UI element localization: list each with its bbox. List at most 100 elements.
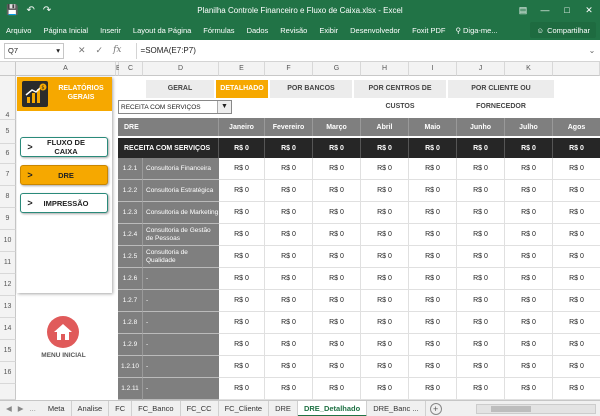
value-cell[interactable]: R$ 0 xyxy=(313,268,361,290)
tab-revisao[interactable]: Revisão xyxy=(280,25,308,35)
column-header[interactable]: F xyxy=(265,62,313,76)
tab-detalhado[interactable]: DETALHADO xyxy=(216,80,268,98)
column-header[interactable]: D xyxy=(143,62,219,76)
value-cell[interactable]: R$ 0 xyxy=(265,180,313,202)
next-sheet-icon[interactable]: ▶ xyxy=(17,404,24,413)
value-cell[interactable]: R$ 0 xyxy=(505,378,553,400)
value-cell[interactable]: R$ 0 xyxy=(409,334,457,356)
value-cell[interactable]: R$ 0 xyxy=(457,158,505,180)
value-cell[interactable]: R$ 0 xyxy=(505,312,553,334)
tab-foxit-pdf[interactable]: Foxit PDF xyxy=(412,25,446,35)
value-cell[interactable]: R$ 0 xyxy=(219,356,265,378)
row-header[interactable]: 14 xyxy=(0,318,16,340)
value-cell[interactable]: R$ 0 xyxy=(265,268,313,290)
value-cell[interactable]: R$ 0 xyxy=(265,290,313,312)
value-cell[interactable]: R$ 0 xyxy=(553,202,600,224)
column-header[interactable] xyxy=(553,62,600,76)
maximize-icon[interactable]: □ xyxy=(564,5,570,15)
column-header[interactable]: H xyxy=(361,62,409,76)
row-header[interactable]: 16 xyxy=(0,362,16,384)
value-cell[interactable]: R$ 0 xyxy=(457,224,505,246)
more-sheets-icon[interactable]: ... xyxy=(29,404,36,413)
column-header[interactable]: B xyxy=(116,62,121,76)
row-header[interactable]: 11 xyxy=(0,252,16,274)
value-cell[interactable]: R$ 0 xyxy=(409,158,457,180)
value-cell[interactable]: R$ 0 xyxy=(553,312,600,334)
save-icon[interactable]: 💾 xyxy=(6,4,19,16)
tab-exibir[interactable]: Exibir xyxy=(319,25,339,35)
formula-input[interactable]: =SOMA(E7:P7) xyxy=(135,42,584,59)
value-cell[interactable]: R$ 0 xyxy=(219,180,265,202)
value-cell[interactable]: R$ 0 xyxy=(219,312,265,334)
value-cell[interactable]: R$ 0 xyxy=(457,356,505,378)
enter-icon[interactable]: ✓ xyxy=(95,45,104,55)
value-cell[interactable]: R$ 0 xyxy=(409,356,457,378)
value-cell[interactable]: R$ 0 xyxy=(265,356,313,378)
value-cell[interactable]: R$ 0 xyxy=(219,202,265,224)
value-cell[interactable]: R$ 0 xyxy=(505,158,553,180)
dre-button[interactable]: > DRE xyxy=(20,165,108,185)
value-cell[interactable]: R$ 0 xyxy=(553,158,600,180)
value-cell[interactable]: R$ 0 xyxy=(505,224,553,246)
ribbon-options-icon[interactable]: ▤ xyxy=(518,5,528,15)
value-cell[interactable]: R$ 0 xyxy=(313,334,361,356)
share-button[interactable]: ☺ Compartilhar xyxy=(530,22,596,38)
value-cell[interactable]: R$ 0 xyxy=(409,180,457,202)
tab-por-cliente-ou-fornecedor[interactable]: POR CLIENTE OU FORNECEDOR xyxy=(448,80,554,110)
row-header[interactable]: 6 xyxy=(0,144,16,164)
value-cell[interactable]: R$ 0 xyxy=(457,180,505,202)
tab-desenvolvedor[interactable]: Desenvolvedor xyxy=(350,25,401,35)
value-cell[interactable]: R$ 0 xyxy=(553,246,600,268)
value-cell[interactable]: R$ 0 xyxy=(553,334,600,356)
value-cell[interactable]: R$ 0 xyxy=(361,224,409,246)
tell-me-search[interactable]: ⚲ Diga-me... xyxy=(452,26,502,35)
redo-icon[interactable]: ↷ xyxy=(42,4,52,16)
value-cell[interactable]: R$ 0 xyxy=(219,290,265,312)
value-cell[interactable]: R$ 0 xyxy=(219,378,265,400)
value-cell[interactable]: R$ 0 xyxy=(457,290,505,312)
tab-formulas[interactable]: Fórmulas xyxy=(203,25,235,35)
value-cell[interactable]: R$ 0 xyxy=(265,312,313,334)
chevron-down-icon[interactable]: ▼ xyxy=(217,101,231,113)
value-cell[interactable]: R$ 0 xyxy=(553,290,600,312)
value-cell[interactable]: R$ 0 xyxy=(219,158,265,180)
expand-formula-icon[interactable]: ⌄ xyxy=(588,46,596,55)
value-cell[interactable]: R$ 0 xyxy=(457,268,505,290)
sheet-tab[interactable]: DRE_Banc ... xyxy=(367,400,426,416)
value-cell[interactable]: R$ 0 xyxy=(457,378,505,400)
value-cell[interactable]: R$ 0 xyxy=(361,290,409,312)
scroll-thumb[interactable] xyxy=(491,405,531,412)
row-header[interactable]: 5 xyxy=(0,120,16,144)
sheet-tab[interactable]: FC_CC xyxy=(181,400,219,416)
row-header[interactable]: 15 xyxy=(0,340,16,362)
horizontal-scrollbar[interactable] xyxy=(476,403,596,414)
row-header[interactable]: 7 xyxy=(0,164,16,186)
sheet-tab[interactable]: Meta xyxy=(42,400,72,416)
undo-icon[interactable]: ↶ xyxy=(26,4,35,16)
value-cell[interactable]: R$ 0 xyxy=(361,378,409,400)
row-header[interactable]: 8 xyxy=(0,186,16,208)
row-header[interactable] xyxy=(0,384,16,400)
value-cell[interactable]: R$ 0 xyxy=(505,202,553,224)
tab-geral[interactable]: GERAL xyxy=(146,80,214,98)
value-cell[interactable]: R$ 0 xyxy=(361,158,409,180)
sheet-tab[interactable]: Analise xyxy=(72,400,110,416)
value-cell[interactable]: R$ 0 xyxy=(505,290,553,312)
value-cell[interactable]: R$ 0 xyxy=(361,246,409,268)
tab-pagina-inicial[interactable]: Página Inicial xyxy=(43,25,89,35)
value-cell[interactable]: R$ 0 xyxy=(313,290,361,312)
value-cell[interactable]: R$ 0 xyxy=(553,378,600,400)
sheet-tab[interactable]: FC xyxy=(109,400,133,416)
value-cell[interactable]: R$ 0 xyxy=(505,246,553,268)
row-header[interactable]: 9 xyxy=(0,208,16,230)
row-header[interactable]: 4 xyxy=(0,76,16,120)
row-header[interactable]: 13 xyxy=(0,296,16,318)
value-cell[interactable]: R$ 0 xyxy=(265,246,313,268)
column-header[interactable]: G xyxy=(313,62,361,76)
value-cell[interactable]: R$ 0 xyxy=(505,334,553,356)
value-cell[interactable]: R$ 0 xyxy=(505,180,553,202)
value-cell[interactable]: R$ 0 xyxy=(265,378,313,400)
cancel-icon[interactable]: ✕ xyxy=(78,45,86,55)
sheet-tab[interactable]: FC_Banco xyxy=(132,400,181,416)
value-cell[interactable]: R$ 0 xyxy=(265,224,313,246)
